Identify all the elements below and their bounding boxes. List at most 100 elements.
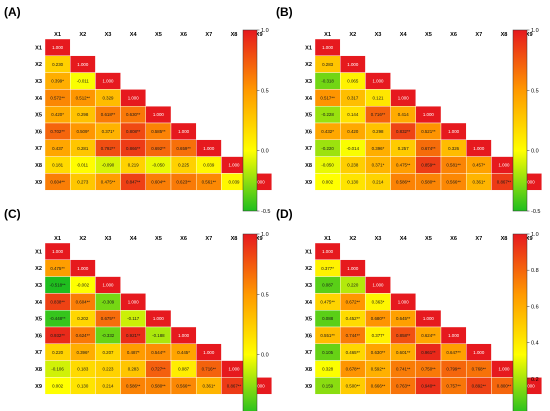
colorbar-tick-label: 0.0 — [261, 149, 269, 155]
cell-value-label: 0.414 — [398, 112, 410, 117]
row-header: X2 — [35, 62, 42, 68]
cell-value-label: -0.318 — [321, 79, 334, 84]
cell-value-label: -0.309 — [102, 299, 115, 304]
cell-value-label: 0.763** — [396, 383, 411, 388]
cell-value-label: 1.000 — [178, 333, 190, 338]
cell-value-label: 0.692** — [151, 146, 166, 151]
cell-value-label: -0.518** — [50, 283, 66, 288]
cell-value-label: 0.867** — [227, 383, 242, 388]
cell-value-label: 0.371* — [372, 163, 385, 168]
cell-value-label: 0.716** — [202, 367, 217, 372]
row-header: X4 — [305, 96, 313, 102]
colorbar — [512, 233, 528, 411]
cell-value-label: 0.105 — [322, 350, 334, 355]
cell-value-label: 1.000 — [254, 383, 266, 388]
column-header: X1 — [324, 32, 331, 38]
cell-value-label: 0.808** — [126, 129, 141, 134]
cell-value-label: 0.159 — [322, 383, 334, 388]
cell-value-label: 0.521** — [421, 129, 436, 134]
cell-value-label: 0.630** — [126, 112, 141, 117]
row-header: X6 — [305, 129, 312, 135]
cell-value-label: 0.932** — [50, 333, 65, 338]
column-header: X4 — [130, 236, 138, 242]
cell-value-label: 0.298 — [77, 112, 89, 117]
cell-value-label: 0.838** — [50, 299, 65, 304]
row-header: X7 — [35, 350, 42, 356]
cell-value-label: 0.678** — [346, 367, 361, 372]
column-header: X1 — [54, 236, 61, 242]
row-header: X5 — [35, 113, 42, 119]
cell-value-label: 0.551** — [320, 333, 335, 338]
cell-value-label: 0.420* — [51, 112, 64, 117]
cell-value-label: 0.039 — [203, 163, 215, 168]
cell-value-label: 0.220 — [347, 283, 359, 288]
column-header: X4 — [130, 32, 138, 38]
column-header: X6 — [180, 32, 187, 38]
cell-value-label: 0.566** — [176, 383, 191, 388]
column-header: X9 — [256, 32, 263, 38]
cell-value-label: 0.065 — [347, 79, 359, 84]
cell-value-label: 0.220 — [52, 350, 64, 355]
cell-value-label: 0.011 — [77, 163, 88, 168]
column-header: X5 — [425, 236, 432, 242]
column-header: X7 — [205, 32, 212, 38]
column-header: X3 — [375, 236, 382, 242]
colorbar-tick-label: 1.0 — [261, 232, 269, 238]
cell-value-label: 0.580** — [151, 383, 166, 388]
cell-value-label: 0.561** — [202, 179, 217, 184]
cell-value-label: 0.517** — [320, 95, 335, 100]
cell-value-label: 1.000 — [423, 316, 435, 321]
cell-value-label: 0.585** — [151, 129, 166, 134]
cell-value-label: 1.000 — [448, 333, 460, 338]
column-header: X6 — [450, 32, 457, 38]
cell-value-label: 0.866** — [126, 146, 141, 151]
cell-value-label: 0.437 — [52, 146, 64, 151]
cell-value-label: 0.666** — [371, 383, 386, 388]
cell-value-label: 0.207 — [103, 350, 115, 355]
cell-value-label: 0.680** — [371, 316, 386, 321]
row-header: X6 — [35, 333, 42, 339]
cell-value-label: 0.512** — [76, 95, 91, 100]
cell-value-label: 0.799** — [446, 367, 461, 372]
cell-value-label: 0.144 — [347, 112, 359, 117]
cell-value-label: 0.283 — [128, 367, 140, 372]
cell-value-label: 1.000 — [347, 62, 359, 67]
cell-value-label: 1.000 — [524, 179, 536, 184]
cell-value-label: 0.183 — [77, 367, 89, 372]
cell-value-label: 0.647** — [446, 350, 461, 355]
panel-label: (D) — [276, 207, 293, 221]
cell-value-label: 0.457* — [472, 163, 485, 168]
cell-value-label: 1.000 — [524, 383, 536, 388]
cell-value-label: 0.130 — [77, 383, 89, 388]
cell-value-label: 1.000 — [52, 249, 64, 254]
column-header: X4 — [400, 236, 408, 242]
row-header: X9 — [35, 180, 42, 186]
colorbar-tick-label: -0.5 — [531, 209, 540, 215]
row-header: X9 — [305, 180, 312, 186]
row-header: X1 — [35, 45, 42, 51]
column-header: X8 — [231, 32, 238, 38]
cell-value-label: 1.000 — [254, 179, 266, 184]
cell-value-label: 0.566** — [446, 179, 461, 184]
column-header: X8 — [501, 32, 508, 38]
colorbar-tick-label: 0.8 — [531, 268, 539, 274]
row-header: X9 — [35, 384, 42, 390]
cell-value-label: 0.744** — [346, 333, 361, 338]
cell-value-label: 0.768** — [472, 367, 487, 372]
heatmap-panel: (B)X1 X2 X3 X4 X5 X6 X7 X8 X9X1X2X3X4X5X6X7X8X91… — [276, 5, 542, 215]
row-header: X5 — [305, 317, 312, 323]
cell-value-label: 1.000 — [203, 350, 215, 355]
row-header: X3 — [35, 79, 42, 85]
column-header: X5 — [425, 32, 432, 38]
cell-value-label: 0.465** — [346, 350, 361, 355]
colorbar-tick-label: 0.4 — [531, 341, 539, 347]
cell-value-label: 0.604** — [76, 299, 91, 304]
cell-value-label: 0.329 — [103, 95, 115, 100]
cell-value-label: 0.702** — [50, 129, 65, 134]
cell-value-label: 0.832** — [396, 129, 411, 134]
cell-value-label: 0.452** — [346, 316, 361, 321]
column-header: X2 — [79, 236, 86, 242]
cell-value-label: 0.475** — [101, 179, 116, 184]
column-header: X1 — [324, 236, 331, 242]
